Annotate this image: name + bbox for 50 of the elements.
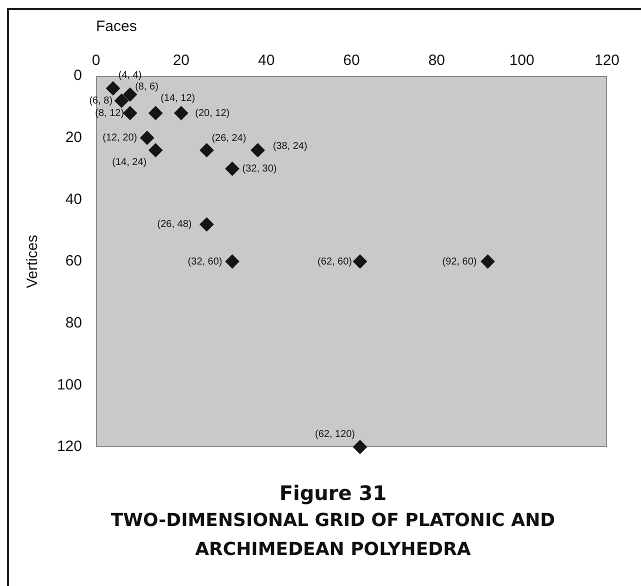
y-tick-label: 100 [56, 376, 82, 394]
y-tick-label: 20 [65, 128, 82, 146]
text: TWO-DIMENSIONAL GRID OF PLATONIC AND ARCHIMEDEAN POLYHEDRA [110, 509, 556, 562]
point [174, 106, 188, 120]
data-label: (62, 60) [318, 256, 352, 268]
data-label: (14, 24) [112, 156, 147, 168]
point [250, 143, 265, 158]
data-label: (4, 4) [118, 70, 142, 82]
data-label: (8, 12) [95, 108, 124, 119]
x-tick-label: 40 [258, 52, 275, 70]
data-label: (6, 8) [89, 95, 113, 106]
point [200, 143, 214, 158]
data-label: (20, 12) [195, 108, 230, 119]
point [225, 254, 240, 268]
point [225, 162, 240, 176]
data-label: (62, 120) [314, 428, 356, 440]
point [123, 106, 138, 120]
point [106, 81, 120, 96]
point [200, 217, 214, 232]
data-label: (26, 48) [157, 219, 192, 230]
data-label: (38, 24) [272, 140, 308, 152]
data-label: (32, 30) [242, 164, 277, 174]
y-axis-title: Vertices [24, 234, 42, 288]
point [353, 440, 368, 454]
x-tick-label: 120 [594, 52, 620, 70]
point [148, 143, 163, 158]
data-label: (8, 6) [135, 81, 158, 92]
data-label: (92, 60) [442, 256, 477, 268]
point [148, 106, 163, 120]
x-axis-title: Faces [96, 18, 137, 36]
y-tick-label: 40 [65, 190, 82, 208]
data-label: (12, 20) [102, 132, 138, 144]
x-tick-label: 20 [172, 52, 190, 70]
data-label: (32, 60) [188, 256, 222, 268]
point [114, 94, 129, 108]
point [353, 254, 368, 268]
x-tick-label: 0 [92, 52, 100, 70]
point [480, 254, 495, 268]
data-label: (26, 24) [212, 132, 246, 144]
point [140, 130, 154, 145]
data-label: (14, 12) [160, 92, 196, 104]
y-tick-label: 0 [74, 67, 82, 84]
point [123, 88, 138, 102]
y-tick-label: 80 [65, 314, 82, 332]
x-tick-label: 80 [428, 52, 446, 70]
y-tick-label: 120 [56, 438, 82, 456]
x-tick-label: 60 [343, 52, 360, 70]
x-tick-label: 100 [509, 52, 534, 70]
text: Figure 31 [278, 480, 388, 506]
y-tick-label: 60 [65, 252, 82, 270]
